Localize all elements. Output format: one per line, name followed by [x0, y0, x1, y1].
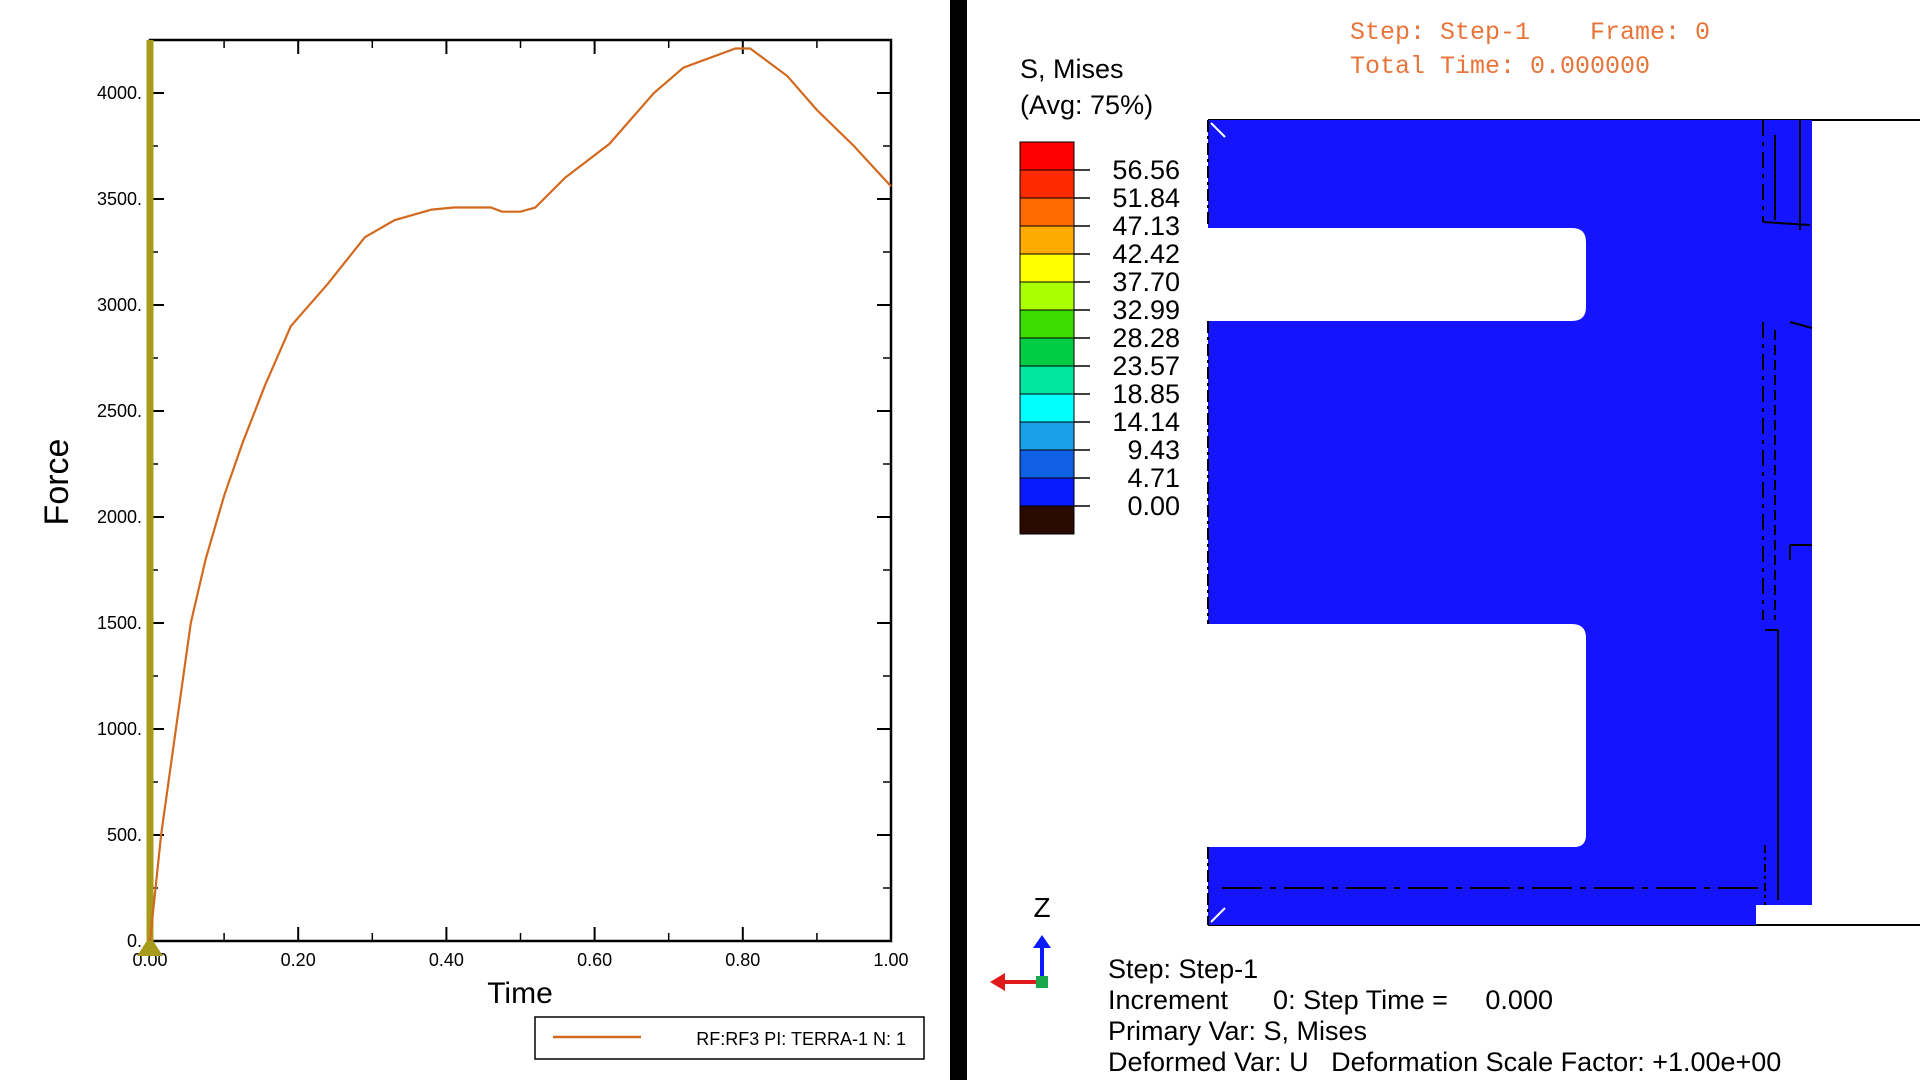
info-step: Step: Step-1 — [1108, 954, 1258, 984]
y-axis-label: Force — [38, 439, 76, 526]
color-band — [1019, 365, 1075, 395]
viewport-divider — [950, 0, 967, 1080]
xy-plot-panel: 0.00 0.20 0.40 0.60 0.80 1.00 0.500.1000.1500… — [38, 38, 925, 1060]
color-band — [1019, 197, 1075, 227]
model-part — [1208, 120, 1812, 925]
y-tick-label: 1500. — [97, 613, 142, 633]
y-tick-label: 2500. — [97, 401, 142, 421]
legend-value: 32.99 — [1112, 295, 1180, 325]
x-tick-label: 0.60 — [577, 950, 612, 970]
x-tick-label: 0.40 — [429, 950, 464, 970]
legend-value: 0.00 — [1127, 491, 1180, 521]
x-tick-label: 1.00 — [873, 950, 908, 970]
color-band — [1019, 421, 1075, 451]
legend-value: 56.56 — [1112, 155, 1180, 185]
y-tick-labels: 0. 500. 1000. 1500. 2000. 2500. 3000. 3500. 4000… — [97, 83, 142, 951]
color-band — [1019, 505, 1075, 535]
color-band — [1019, 169, 1075, 199]
y-tick-label: 0. — [127, 931, 142, 951]
y-tick-marks — [150, 92, 891, 942]
color-band — [1019, 449, 1075, 479]
x-axis-label: Time — [487, 977, 553, 1010]
legend-value: 47.13 — [1112, 211, 1180, 241]
legend-value: 18.85 — [1112, 379, 1180, 409]
triad-z-label: Z — [1033, 892, 1050, 923]
y-tick-label: 4000. — [97, 83, 142, 103]
color-band — [1019, 309, 1075, 339]
model-corner-marks — [1210, 122, 1226, 923]
color-band — [1019, 253, 1075, 283]
info-deformed-var: Deformed Var: U Deformation Scale Factor… — [1108, 1047, 1781, 1077]
x-tick-labels: 0.00 0.20 0.40 0.60 0.80 1.00 — [132, 950, 908, 970]
contour-color-bar — [1019, 141, 1075, 535]
legend-value: 51.84 — [1112, 183, 1180, 213]
info-primary-var: Primary Var: S, Mises — [1108, 1016, 1367, 1046]
series-line-rf3 — [148, 47, 892, 942]
color-band — [1019, 225, 1075, 255]
header-total-time: Total Time: 0.000000 — [1350, 52, 1650, 81]
triad-z-arrowhead — [1033, 935, 1051, 948]
color-band — [1019, 393, 1075, 423]
y-tick-label: 3500. — [97, 189, 142, 209]
y-tick-label: 2000. — [97, 507, 142, 527]
y-tick-label: 500. — [107, 825, 142, 845]
color-band — [1019, 281, 1075, 311]
contour-legend-values: 56.5651.8447.1342.4237.7032.9928.2823.57… — [1074, 155, 1180, 521]
plot-frame — [148, 38, 893, 943]
legend-subtitle: (Avg: 75%) — [1020, 90, 1153, 120]
contour-viewport: Step: Step-1 Frame: 0 Total Time: 0.0000… — [990, 18, 1920, 1077]
zero-marker-triangle — [137, 936, 163, 956]
model-edge-lines — [1207, 120, 1813, 925]
header-step-frame: Step: Step-1 Frame: 0 — [1350, 18, 1710, 47]
color-band — [1019, 141, 1075, 171]
x-tick-label: 0.20 — [281, 950, 316, 970]
legend-value: 23.57 — [1112, 351, 1180, 381]
color-band — [1019, 337, 1075, 367]
legend-value: 28.28 — [1112, 323, 1180, 353]
legend-entry-label: RF:RF3 PI: TERRA-1 N: 1 — [696, 1029, 906, 1049]
legend-value: 4.71 — [1127, 463, 1180, 493]
legend-value: 37.70 — [1112, 267, 1180, 297]
color-band — [1019, 477, 1075, 507]
info-increment: Increment 0: Step Time = 0.000 — [1108, 985, 1553, 1015]
y-tick-label: 3000. — [97, 295, 142, 315]
y-tick-label: 1000. — [97, 719, 142, 739]
legend-value: 9.43 — [1127, 435, 1180, 465]
triad-origin — [1036, 976, 1048, 988]
x-tick-marks — [149, 40, 892, 941]
legend-value: 14.14 — [1112, 407, 1180, 437]
triad-x-arrowhead — [990, 973, 1005, 991]
x-tick-label: 0.80 — [725, 950, 760, 970]
legend-value: 42.42 — [1112, 239, 1180, 269]
axis-triad: Z — [990, 892, 1051, 991]
legend-title: S, Mises — [1020, 54, 1124, 84]
plot-legend[interactable]: RF:RF3 PI: TERRA-1 N: 1 — [534, 1016, 925, 1060]
